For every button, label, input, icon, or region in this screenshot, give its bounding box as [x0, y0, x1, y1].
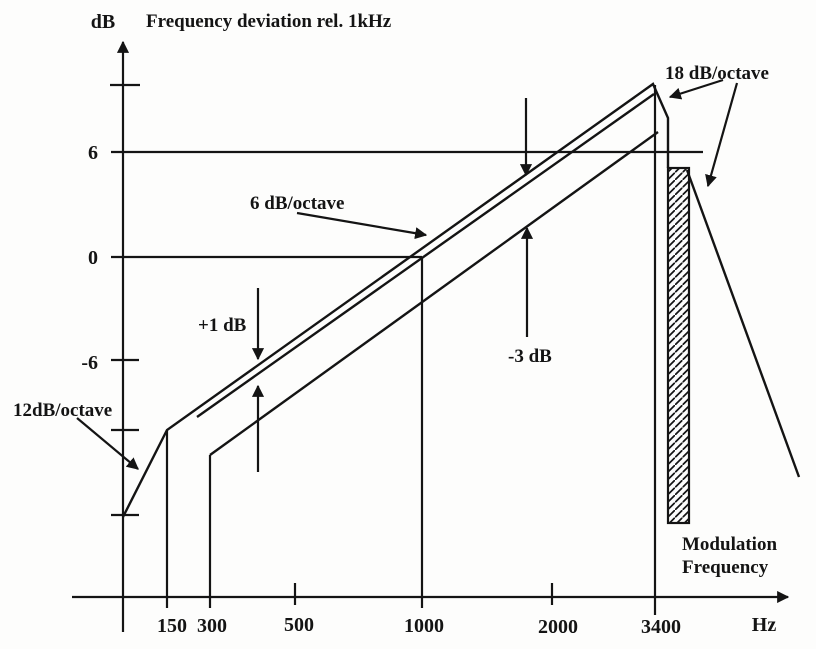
y-tick-label-0: 0: [88, 247, 98, 269]
geometry-layer: [72, 40, 801, 632]
y-tick-label-6: 6: [88, 142, 98, 164]
x-axis-unit-label: Hz: [752, 614, 777, 636]
rolloff-18db-line: [685, 169, 801, 478]
annotation-modulation-frequency-line1: Modulation: [682, 534, 777, 555]
annotation-6db-octave: 6 dB/octave: [250, 193, 344, 214]
arrow-18db-leader-b: [705, 82, 739, 188]
arrow-6db-leader: [296, 211, 428, 240]
x-tick-label-3400: 3400: [641, 616, 681, 638]
annotation-minus-3db: -3 dB: [508, 346, 552, 367]
mask-nominal-line: [196, 93, 655, 418]
y-tick-label-minus6: -6: [81, 352, 98, 374]
x-tick-label-2000: 2000: [538, 616, 578, 638]
arrow-18db-leader-a: [668, 78, 724, 100]
modulation-limit-bar: [666, 166, 691, 525]
x-tick-label-150: 150: [157, 615, 187, 637]
x-tick-label-1000: 1000: [404, 615, 444, 637]
x-tick-label-500: 500: [284, 614, 314, 636]
annotation-18db-octave: 18 dB/octave: [665, 63, 769, 84]
annotation-12db-octave: 12dB/octave: [13, 400, 112, 421]
mask-lower-line: [209, 131, 659, 456]
annotation-modulation-frequency-line2: Frequency: [682, 557, 769, 578]
arrow-12db-leader: [76, 417, 139, 470]
annotation-plus-1db: +1 dB: [198, 315, 247, 336]
chart-title: Frequency deviation rel. 1kHz: [146, 11, 392, 32]
y-axis-unit-label: dB: [91, 11, 115, 33]
mask-upper-line: [121, 82, 670, 518]
x-tick-label-300: 300: [197, 615, 227, 637]
